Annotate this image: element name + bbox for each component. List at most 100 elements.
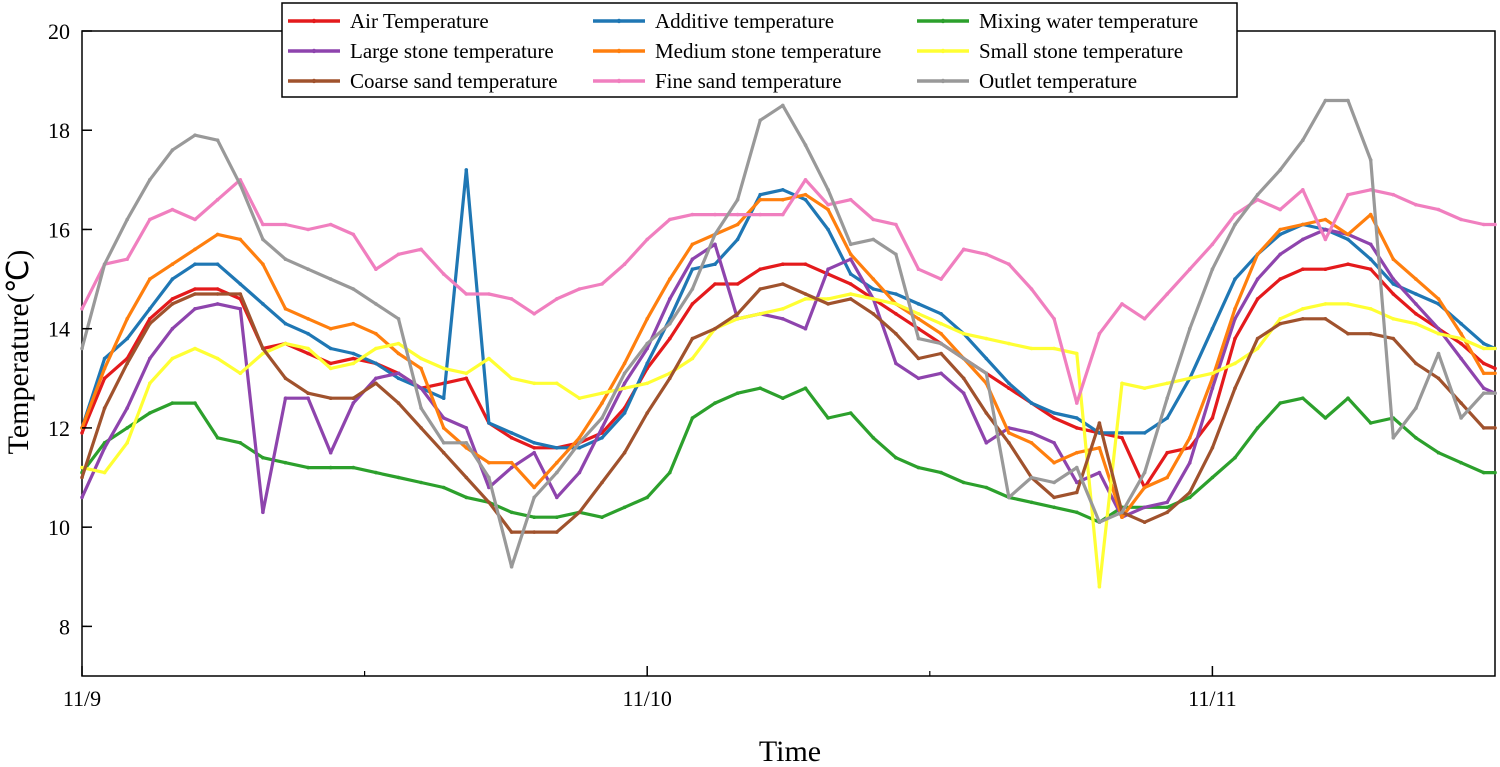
data-point: [939, 341, 943, 346]
data-point: [1007, 381, 1011, 386]
data-point: [419, 247, 423, 252]
data-point: [441, 426, 446, 430]
data-point: [690, 257, 695, 262]
series-line: [81, 292, 1495, 589]
data-point: [645, 346, 649, 351]
data-point: [1414, 292, 1418, 296]
data-point: [848, 297, 853, 301]
data-point: [690, 267, 695, 272]
data-point: [826, 267, 830, 272]
data-point: [1210, 326, 1215, 331]
data-point: [1052, 480, 1056, 485]
data-point: [215, 232, 220, 237]
y-axis: 8 10 12 14 16 18 20: [48, 19, 92, 639]
data-point: [1278, 168, 1282, 172]
data-point: [1368, 212, 1373, 217]
data-point: [1436, 450, 1441, 455]
data-point: [193, 287, 197, 291]
data-point: [441, 485, 446, 490]
data-point: [1436, 326, 1441, 331]
data-point: [102, 366, 107, 371]
data-point: [1481, 391, 1486, 396]
data-point: [826, 227, 830, 232]
data-point: [1255, 297, 1260, 301]
data-point: [215, 302, 220, 306]
data-point: [102, 470, 107, 475]
data-point: [1414, 321, 1418, 326]
data-point: [984, 371, 989, 376]
data-point: [1007, 441, 1011, 445]
data-point: [125, 406, 129, 410]
data-point: [781, 212, 785, 217]
data-point: [916, 376, 921, 381]
data-point: [916, 336, 921, 341]
x-axis-title: Time: [759, 735, 821, 767]
data-point: [1301, 267, 1305, 272]
data-point: [984, 356, 989, 361]
data-point: [555, 530, 559, 534]
data-point: [1391, 277, 1396, 281]
data-point: [283, 307, 288, 311]
data-point: [1142, 317, 1147, 321]
data-point: [1097, 520, 1102, 524]
data-point: [532, 485, 536, 490]
data-point: [577, 470, 582, 475]
data-point: [1188, 436, 1192, 440]
data-point: [826, 188, 830, 192]
data-point: [645, 341, 649, 346]
data-point: [1436, 207, 1441, 212]
data-point: [1301, 188, 1305, 192]
data-point: [803, 197, 808, 202]
data-point: [961, 331, 966, 336]
data-point: [690, 212, 695, 217]
data-point: [916, 267, 921, 272]
data-point: [1459, 336, 1463, 341]
data-point: [577, 287, 582, 291]
data-point: [1142, 505, 1147, 510]
data-point: [735, 312, 740, 316]
data-point: [1278, 207, 1282, 212]
data-point: [555, 381, 559, 386]
data-point: [1075, 416, 1079, 420]
data-point: [1007, 386, 1011, 391]
data-point: [1414, 312, 1418, 316]
data-point: [600, 401, 604, 405]
data-point: [871, 436, 876, 440]
data-point: [1301, 317, 1305, 321]
data-point: [1323, 302, 1328, 306]
data-point: [1188, 446, 1192, 450]
data-point: [1368, 421, 1373, 425]
data-point: [1481, 361, 1486, 366]
series-line: [80, 98, 1495, 569]
data-point: [1391, 292, 1396, 296]
data-point: [351, 361, 356, 366]
series-line: [80, 168, 1496, 450]
data-point: [690, 336, 695, 341]
data-point: [735, 391, 740, 396]
data-point: [1165, 396, 1169, 401]
data-point: [1368, 158, 1373, 162]
data-point: [170, 326, 175, 331]
data-point: [283, 341, 288, 346]
data-point: [148, 321, 152, 326]
data-point: [826, 202, 830, 207]
data-point: [713, 212, 717, 217]
data-point: [961, 391, 966, 396]
data-point: [170, 262, 175, 267]
data-point: [1052, 441, 1056, 445]
data-point: [1120, 436, 1124, 440]
data-point: [1142, 485, 1147, 490]
data-point: [803, 143, 808, 147]
series-additive-temperature: [80, 168, 1497, 450]
data-point: [396, 401, 401, 405]
data-point: [351, 232, 356, 237]
data-point: [532, 450, 536, 455]
data-point: [1029, 441, 1034, 445]
data-point: [961, 356, 966, 361]
data-point: [328, 450, 333, 455]
data-point: [735, 197, 740, 202]
data-point: [306, 465, 310, 470]
data-point: [148, 317, 152, 321]
data-point: [1436, 376, 1441, 381]
